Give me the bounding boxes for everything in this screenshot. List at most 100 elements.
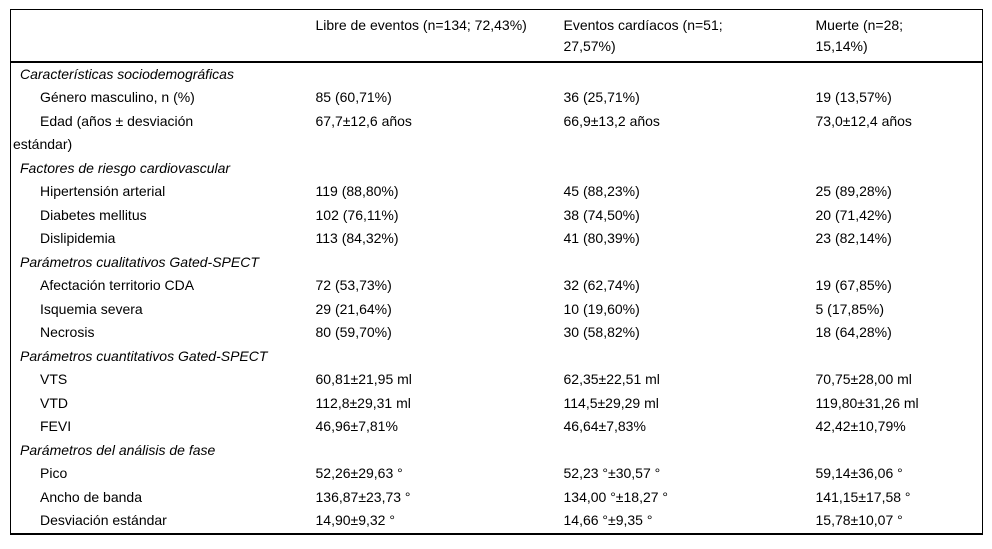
cell-value: 80 (59,70%) — [315, 324, 392, 340]
data-row: Dislipidemia 113 (84,32%) 41 (80,39%) 23 (8… — [11, 227, 983, 251]
row-label-cell: Edad (años ± desviación estándar) — [11, 110, 316, 157]
data-row: Desviación estándar 14,90±9,32 ° 14,66 °±9… — [11, 509, 983, 534]
column-header-text: Muerte (n=28; 15,14%) — [815, 17, 904, 54]
cell-value: 113 (84,32%) — [315, 230, 399, 246]
cell-value: 60,81±21,95 ml — [315, 371, 412, 387]
cell-value: 20 (71,42%) — [815, 206, 892, 223]
row-label-cell: Isquemia severa — [11, 298, 316, 322]
row-label: Ancho de banda — [40, 488, 142, 505]
cell-value: 141,15±17,58 ° — [815, 488, 911, 505]
row-label: Isquemia severa — [40, 300, 143, 317]
data-row: Diabetes mellitus 102 (76,11%) 38 (74,50%)… — [11, 204, 983, 228]
row-label-cell: VTD — [11, 392, 316, 416]
column-header-text: Libre de eventos (n=134; 72,43%) — [315, 17, 527, 33]
row-label: Necrosis — [40, 324, 95, 340]
data-row: FEVI 46,96±7,81% 46,64±7,83% 42,42±10,79% — [11, 415, 983, 439]
study-results-table: Libre de eventos (n=134; 72,43%) Eventos… — [10, 9, 983, 535]
cell-value: 32 (62,74%) — [563, 277, 640, 293]
cell-value: 66,9±13,2 años — [563, 112, 660, 129]
cell-value: 72 (53,73%) — [315, 277, 392, 293]
data-row: Edad (años ± desviación estándar) 67,7±12… — [11, 110, 983, 157]
row-label: VTS — [40, 371, 68, 387]
cell-value: 70,75±28,00 ml — [815, 371, 912, 387]
cell-value: 102 (76,11%) — [315, 206, 399, 223]
data-row: Isquemia severa 29 (21,64%) 10 (19,60%) 5 (… — [11, 298, 983, 322]
table-header: Libre de eventos (n=134; 72,43%) Eventos… — [10, 9, 983, 63]
row-label: VTD — [40, 394, 68, 411]
cell-value: 29 (21,64%) — [315, 300, 392, 317]
cell-value: 5 (17,85%) — [815, 300, 884, 317]
row-label-cell: FEVI — [11, 415, 316, 439]
cell-value: 134,00 °±18,27 ° — [563, 488, 669, 505]
cell-value: 25 (89,28%) — [815, 183, 892, 199]
cell-value: 67,7±12,6 años — [315, 112, 412, 129]
header-row: Libre de eventos (n=134; 72,43%) Eventos… — [10, 9, 983, 63]
cell-value: 38 (74,50%) — [563, 206, 640, 223]
row-label-cell: Hipertensión arterial — [11, 180, 316, 204]
cell-value: 45 (88,23%) — [563, 183, 640, 199]
cell-value: 19 (13,57%) — [815, 89, 892, 105]
cell-value: 14,66 °±9,35 ° — [563, 512, 653, 528]
row-label: Diabetes mellitus — [40, 206, 147, 223]
row-label-cell: Diabetes mellitus — [11, 204, 316, 228]
section-row: Parámetros del análisis de fase — [11, 439, 983, 463]
cell-value: 136,87±23,73 ° — [315, 488, 411, 505]
row-label-cell: Ancho de banda — [11, 486, 316, 510]
cell-value: 119 (88,80%) — [315, 183, 399, 199]
section-row: Factores de riesgo cardiovascular — [11, 157, 983, 181]
cell-value: 14,90±9,32 ° — [315, 512, 395, 528]
row-label: Afectación territorio CDA — [40, 277, 195, 293]
row-label: FEVI — [40, 418, 72, 434]
corner-cell — [10, 9, 316, 63]
row-label: Dislipidemia — [40, 230, 116, 246]
column-header-death: Muerte (n=28; 15,14%) — [815, 9, 983, 63]
row-label: Edad (años ± desviación estándar) — [13, 112, 194, 153]
row-label: Desviación estándar — [40, 512, 167, 528]
row-label: Pico — [40, 465, 68, 481]
data-row: Hipertensión arterial 119 (88,80%) 45 (88,… — [11, 180, 983, 204]
section-row: Parámetros cualitativos Gated-SPECT — [11, 251, 983, 275]
cell-value: 59,14±36,06 ° — [815, 465, 903, 481]
cell-value: 85 (60,71%) — [315, 89, 392, 105]
cell-value: 52,23 °±30,57 ° — [563, 465, 661, 481]
cell-value: 41 (80,39%) — [563, 230, 640, 246]
data-row: Necrosis 80 (59,70%) 30 (58,82%) 18 (64,28%… — [11, 321, 983, 345]
cell-value: 46,64±7,83% — [563, 418, 646, 434]
data-row: Ancho de banda 136,87±23,73 ° 134,00 °±18,… — [11, 486, 983, 510]
cell-value: 112,8±29,31 ml — [315, 394, 411, 411]
section-title: Parámetros cuantitativos Gated-SPECT — [20, 347, 268, 364]
cell-value: 114,5±29,29 ml — [563, 394, 659, 411]
row-label-cell: Necrosis — [11, 321, 316, 345]
cell-value: 119,80±31,26 ml — [815, 394, 919, 411]
cell-value: 36 (25,71%) — [563, 89, 640, 105]
data-row: VTD 112,8±29,31 ml 114,5±29,29 ml 119,80±31… — [11, 392, 983, 416]
cell-value: 10 (19,60%) — [563, 300, 640, 317]
column-header-cardiac-events: Eventos cardíacos (n=51; 27,57%) — [563, 9, 816, 63]
cell-value: 19 (67,85%) — [815, 277, 892, 293]
cell-value: 62,35±22,51 ml — [563, 371, 660, 387]
row-label-cell: Pico — [11, 462, 316, 486]
data-row: Afectación territorio CDA 72 (53,73%) 32 (… — [11, 274, 983, 298]
cell-value: 42,42±10,79% — [815, 418, 906, 434]
cell-value: 46,96±7,81% — [315, 418, 398, 434]
data-row: Género masculino, n (%) 85 (60,71%) 36 (25… — [11, 86, 983, 110]
column-header-event-free: Libre de eventos (n=134; 72,43%) — [315, 9, 564, 63]
section-row: Características sociodemográficas — [11, 62, 983, 87]
section-title: Parámetros del análisis de fase — [20, 441, 216, 458]
row-label-cell: VTS — [11, 368, 316, 392]
row-label-cell: Dislipidemia — [11, 227, 316, 251]
cell-value: 18 (64,28%) — [815, 324, 892, 340]
cell-value: 23 (82,14%) — [815, 230, 892, 246]
data-row: Pico 52,26±29,63 ° 52,23 °±30,57 ° 59,14±36… — [11, 462, 983, 486]
section-title: Factores de riesgo cardiovascular — [20, 159, 231, 176]
row-label: Género masculino, n (%) — [40, 89, 195, 105]
section-row: Parámetros cuantitativos Gated-SPECT — [11, 345, 983, 369]
row-label: Hipertensión arterial — [40, 183, 166, 199]
data-row: VTS 60,81±21,95 ml 62,35±22,51 ml 70,75±28,… — [11, 368, 983, 392]
row-label-cell: Género masculino, n (%) — [11, 86, 316, 110]
cell-value: 73,0±12,4 años — [815, 112, 912, 129]
table-body: Características sociodemográficas Género … — [11, 62, 983, 534]
cell-value: 15,78±10,07 ° — [815, 512, 903, 528]
cell-value: 30 (58,82%) — [563, 324, 640, 340]
